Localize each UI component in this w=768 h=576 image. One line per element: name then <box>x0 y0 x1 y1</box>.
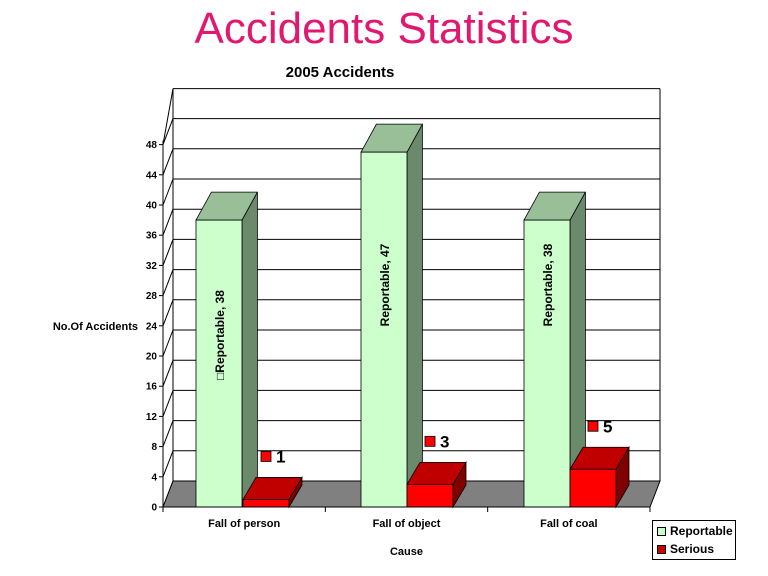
serious-bar <box>242 475 303 509</box>
chart-title: 2005 Accidents <box>285 64 395 81</box>
x-category-label: Fall of person <box>208 518 280 530</box>
x-category-label: Fall of coal <box>540 518 597 530</box>
serious-bar <box>406 460 467 509</box>
legend: Reportable Serious <box>652 520 736 560</box>
reportable-data-label: Reportable, 38 <box>541 243 555 326</box>
serious-data-label: 5 <box>603 417 612 436</box>
y-tick-label: 16 <box>146 382 158 393</box>
y-tick-label: 20 <box>146 352 158 363</box>
legend-item-serious: Serious <box>657 542 714 556</box>
reportable-bar <box>360 123 424 508</box>
serious-data-label: 3 <box>440 432 449 451</box>
legend-item-reportable: Reportable <box>657 524 733 538</box>
x-axis-title: Cause <box>390 546 423 558</box>
serious-marker-icon <box>260 451 272 462</box>
serious-data-label: 1 <box>276 447 285 466</box>
serious-marker-icon <box>424 435 436 447</box>
serious-marker-icon <box>587 420 599 432</box>
slide-title: Accidents Statistics <box>194 4 574 53</box>
y-tick-label: 0 <box>151 503 157 514</box>
reportable-data-label: Reportable, 47 <box>378 243 392 326</box>
x-axis: Fall of person Fall of object Fall of coal… <box>162 506 651 558</box>
reportable-bar <box>523 191 587 508</box>
legend-label: Reportable <box>670 524 733 538</box>
y-axis-title: No.Of Accidents <box>53 321 138 333</box>
y-tick-label: 36 <box>146 231 158 242</box>
serious-swatch-icon <box>657 544 666 554</box>
y-tick-label: 4 <box>151 472 157 483</box>
legend-label: Serious <box>670 542 715 556</box>
y-tick-label: 12 <box>146 412 158 423</box>
y-tick-label: 28 <box>146 291 158 302</box>
x-category-label: Fall of object <box>373 518 441 530</box>
reportable-swatch-icon <box>657 526 666 536</box>
reportable-data-label: □Reportable, 38 <box>213 290 227 380</box>
serious-bar <box>569 445 630 509</box>
y-tick-label: 44 <box>146 170 158 181</box>
y-tick-label: 8 <box>151 442 157 453</box>
y-tick-label: 32 <box>146 261 158 272</box>
data-labels: □Reportable, 38 Reportable, 47 Reportable,… <box>213 243 612 466</box>
y-tick-label: 40 <box>146 201 158 212</box>
bars <box>195 123 630 509</box>
y-tick-label: 48 <box>146 140 158 151</box>
y-tick-label: 24 <box>146 321 158 332</box>
